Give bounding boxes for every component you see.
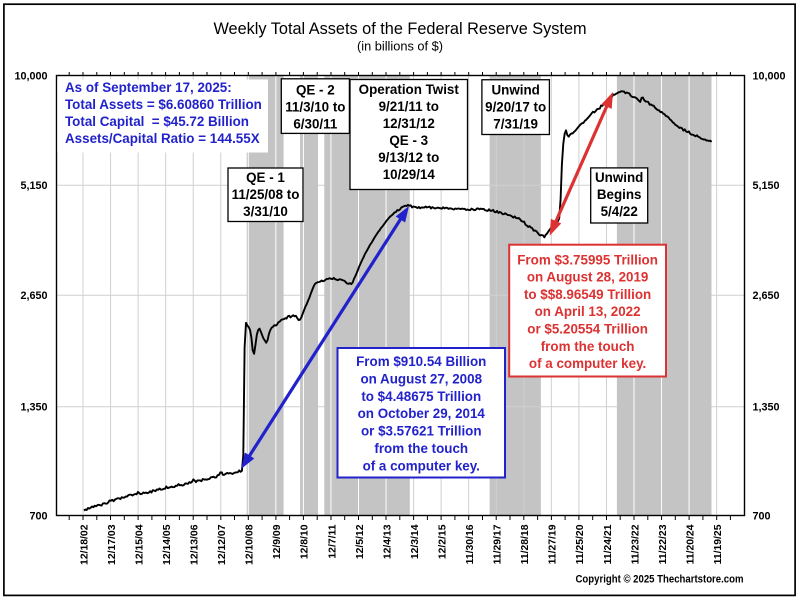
svg-text:QE - 1: QE - 1 xyxy=(246,170,285,185)
svg-text:or $3.57621 Trillion: or $3.57621 Trillion xyxy=(361,424,482,439)
svg-text:9/21/11 to: 9/21/11 to xyxy=(379,99,439,114)
svg-text:11/29/17: 11/29/17 xyxy=(493,524,504,564)
svg-text:on August 28, 2019: on August 28, 2019 xyxy=(527,270,649,285)
svg-text:11/19/25: 11/19/25 xyxy=(713,524,724,564)
svg-text:11/20/24: 11/20/24 xyxy=(685,524,696,564)
svg-text:12/18/02: 12/18/02 xyxy=(79,524,90,565)
svg-text:on April 13, 2022: on April 13, 2022 xyxy=(535,304,641,319)
svg-text:Unwind: Unwind xyxy=(595,170,643,185)
svg-text:Operation Twist: Operation Twist xyxy=(359,82,460,97)
svg-text:Total Assets = $6.60860 Trilli: Total Assets = $6.60860 Trillion xyxy=(65,97,262,112)
svg-text:From $3.75995 Trillion: From $3.75995 Trillion xyxy=(517,252,658,267)
svg-text:11/22/23: 11/22/23 xyxy=(658,524,669,564)
svg-text:12/12/07: 12/12/07 xyxy=(217,524,228,565)
svg-text:3/31/10: 3/31/10 xyxy=(243,204,288,219)
svg-text:12/7/11: 12/7/11 xyxy=(327,524,338,558)
svg-text:12/4/13: 12/4/13 xyxy=(382,524,393,559)
svg-text:11/28/18: 11/28/18 xyxy=(520,524,531,564)
svg-text:12/10/08: 12/10/08 xyxy=(245,524,256,565)
svg-text:2,650: 2,650 xyxy=(20,290,47,302)
svg-text:11/3/10 to: 11/3/10 to xyxy=(285,100,345,115)
svg-text:10,000: 10,000 xyxy=(14,70,47,82)
svg-text:on August 27, 2008: on August 27, 2008 xyxy=(360,371,482,386)
svg-text:12/13/06: 12/13/06 xyxy=(190,524,201,565)
svg-text:5,150: 5,150 xyxy=(753,180,780,192)
svg-text:12/5/12: 12/5/12 xyxy=(355,524,366,559)
svg-text:9/13/12 to: 9/13/12 to xyxy=(378,150,439,165)
svg-text:Assets/Capital Ratio = 144.55X: Assets/Capital Ratio = 144.55X xyxy=(65,131,260,146)
svg-text:12/9/09: 12/9/09 xyxy=(272,524,283,559)
svg-text:QE - 3: QE - 3 xyxy=(389,133,428,148)
svg-text:11/27/19: 11/27/19 xyxy=(548,524,559,564)
svg-text:12/8/10: 12/8/10 xyxy=(300,524,311,559)
svg-text:9/20/17 to: 9/20/17 to xyxy=(485,100,546,115)
svg-text:to $4.48675 Trillion: to $4.48675 Trillion xyxy=(361,389,481,404)
svg-text:700: 700 xyxy=(753,510,771,522)
svg-text:to $$8.96549 Trillion: to $$8.96549 Trillion xyxy=(524,287,651,302)
svg-text:12/15/04: 12/15/04 xyxy=(134,524,145,565)
svg-text:5/4/22: 5/4/22 xyxy=(601,204,638,219)
svg-text:of a computer key.: of a computer key. xyxy=(363,458,480,473)
svg-text:from the touch: from the touch xyxy=(374,441,468,456)
svg-text:from the touch: from the touch xyxy=(541,339,635,354)
svg-text:1,350: 1,350 xyxy=(753,402,780,414)
svg-text:Copyright © 2025 Thechartstore: Copyright © 2025 Thechartstore.com xyxy=(576,574,744,586)
svg-text:12/17/03: 12/17/03 xyxy=(107,524,118,565)
svg-text:11/25/08 to: 11/25/08 to xyxy=(232,187,300,202)
svg-text:Begins: Begins xyxy=(597,187,642,202)
svg-text:Unwind: Unwind xyxy=(491,83,539,98)
svg-text:(in billions of $): (in billions of $) xyxy=(357,39,443,54)
svg-text:7/31/19: 7/31/19 xyxy=(493,117,538,132)
svg-text:6/30/11: 6/30/11 xyxy=(293,117,337,132)
svg-text:As of September 17, 2025:: As of September 17, 2025: xyxy=(65,80,232,95)
svg-text:5,150: 5,150 xyxy=(20,180,47,192)
svg-text:QE - 2: QE - 2 xyxy=(296,83,335,98)
svg-text:12/3/14: 12/3/14 xyxy=(410,524,421,559)
svg-text:on October 29, 2014: on October 29, 2014 xyxy=(358,406,486,421)
svg-text:700: 700 xyxy=(29,510,47,522)
svg-text:From $910.54 Billion: From $910.54 Billion xyxy=(356,354,486,369)
svg-text:12/14/05: 12/14/05 xyxy=(162,524,173,565)
svg-text:12/2/15: 12/2/15 xyxy=(437,524,448,559)
svg-text:11/25/20: 11/25/20 xyxy=(575,524,586,564)
svg-text:Total Capital = $45.72 Billio: Total Capital = $45.72 Billion xyxy=(65,114,249,129)
svg-text:or $5.20554 Trillion: or $5.20554 Trillion xyxy=(527,322,648,337)
svg-text:10/29/14: 10/29/14 xyxy=(383,167,436,182)
svg-text:11/30/16: 11/30/16 xyxy=(465,524,476,564)
svg-text:12/31/12: 12/31/12 xyxy=(383,116,435,131)
svg-text:1,350: 1,350 xyxy=(20,402,47,414)
svg-text:Weekly Total Assets of the Fed: Weekly Total Assets of the Federal Reser… xyxy=(213,20,586,38)
svg-text:of a computer key.: of a computer key. xyxy=(529,356,646,371)
svg-text:11/24/21: 11/24/21 xyxy=(603,524,614,564)
svg-text:10,000: 10,000 xyxy=(753,70,786,82)
svg-text:2,650: 2,650 xyxy=(753,290,780,302)
svg-text:11/23/22: 11/23/22 xyxy=(630,524,641,564)
